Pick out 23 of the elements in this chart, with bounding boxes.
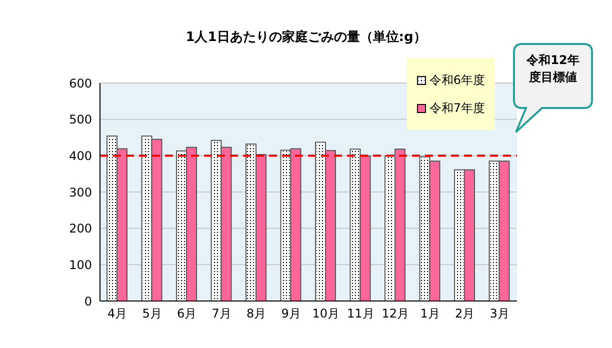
x-tick-label: 8月 [246, 306, 266, 321]
y-tick-label: 500 [69, 112, 92, 127]
x-tick-label: 9月 [281, 306, 301, 321]
x-tick-label: 1月 [420, 306, 440, 321]
x-tick-label: 2月 [455, 306, 475, 321]
y-tick-label: 400 [69, 148, 92, 163]
x-tick-label: 5月 [142, 306, 162, 321]
text: 令和12年度目標値 [526, 52, 580, 86]
legend-label: 令和6年度 [429, 72, 485, 89]
x-tick-label: 3月 [490, 306, 510, 321]
y-tick-label: 300 [69, 185, 92, 200]
y-tick-label: 100 [69, 258, 92, 272]
x-tick-label: 4月 [108, 306, 128, 321]
x-tick-label: 6月 [177, 306, 197, 321]
legend-label: 令和7年度 [429, 100, 485, 117]
y-tick-label: 0 [84, 294, 92, 308]
y-tick-label: 600 [69, 76, 92, 90]
y-tick-label: 200 [69, 222, 92, 236]
chart-title: 1人1日あたりの家庭ごみの量（単位:g） [184, 28, 428, 46]
x-tick-label: 7月 [212, 306, 232, 321]
x-tick-label: 12月 [382, 306, 410, 321]
x-tick-label: 10月 [312, 306, 340, 321]
x-tick-label: 11月 [346, 306, 374, 321]
